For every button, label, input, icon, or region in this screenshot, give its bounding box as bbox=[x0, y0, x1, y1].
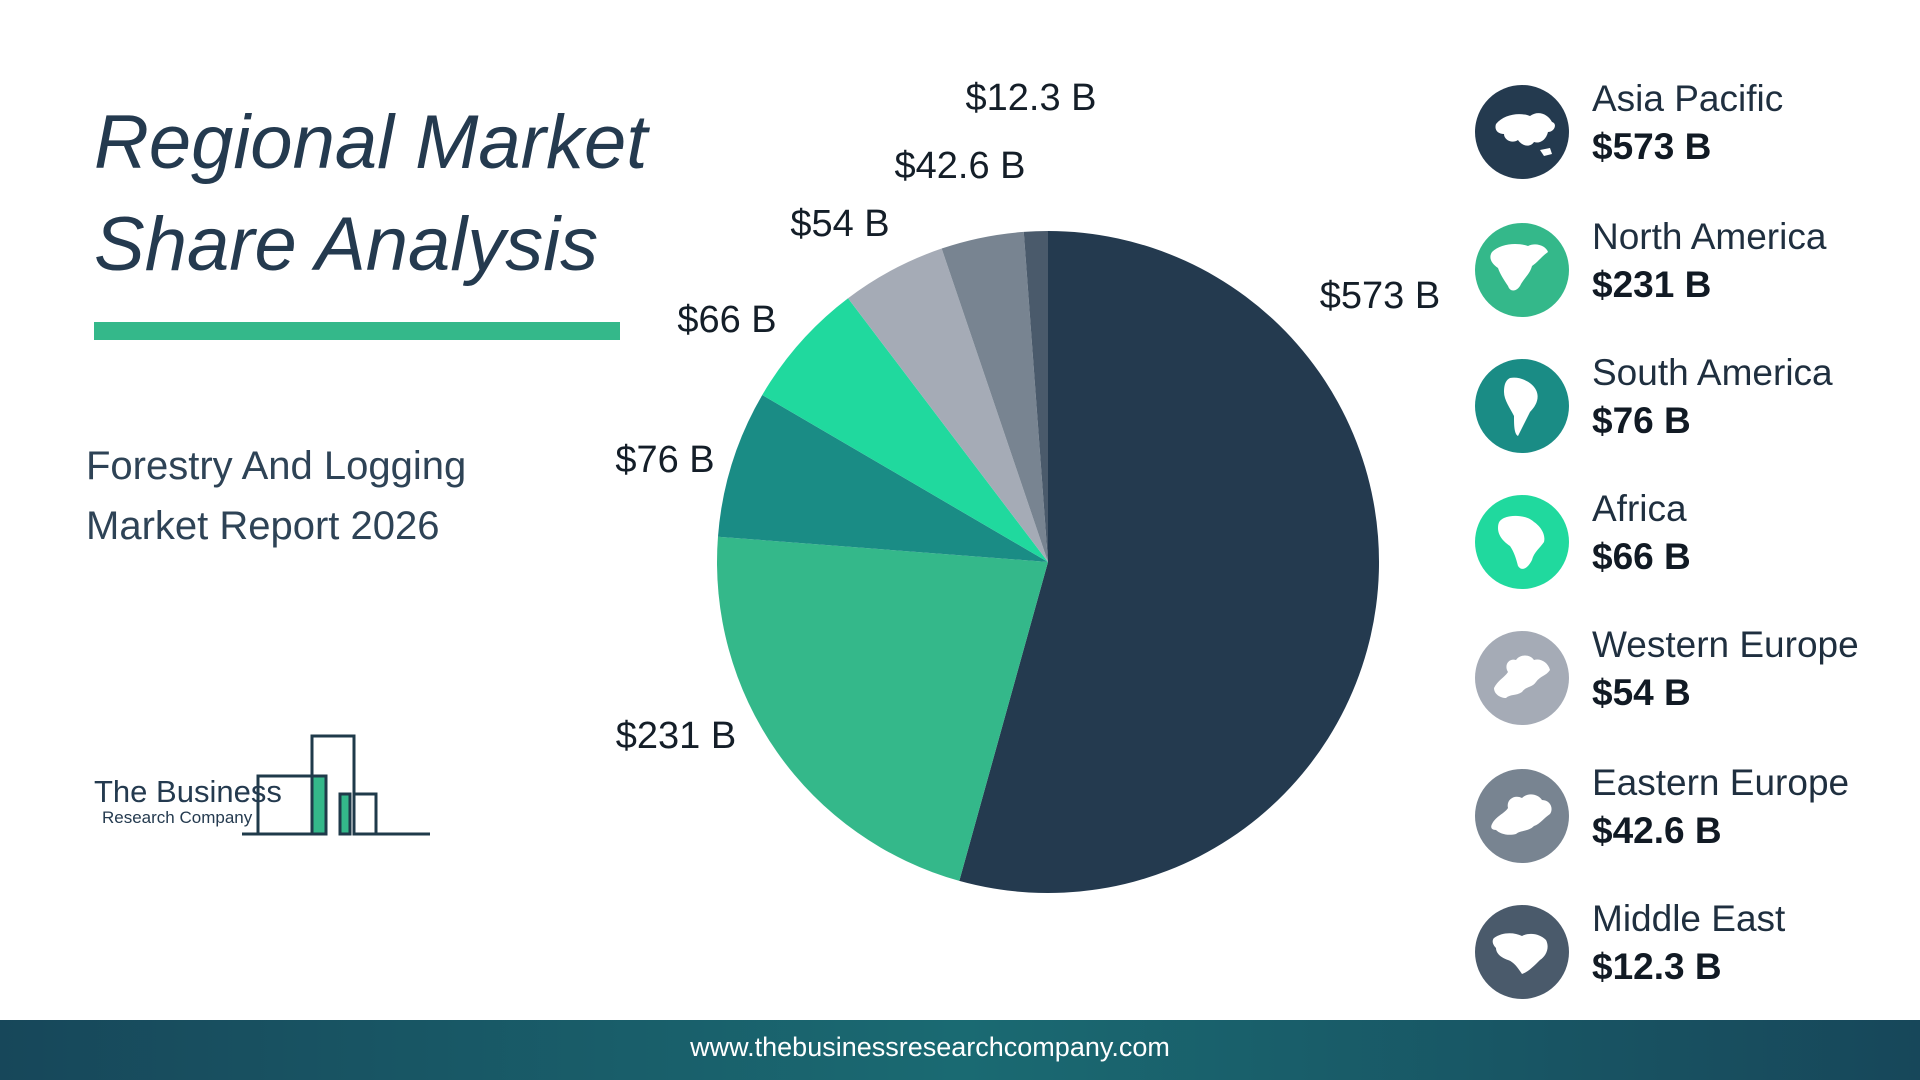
middle-east-map-icon bbox=[1475, 905, 1569, 999]
legend-item-eastern-europe: Eastern Europe $42.6 B bbox=[1474, 762, 1894, 864]
north-america-map-icon bbox=[1475, 223, 1569, 317]
pie-slices bbox=[717, 230, 1380, 893]
legend-region-value: $573 B bbox=[1592, 126, 1712, 167]
legend-item-asia-pacific: Asia Pacific $573 B bbox=[1474, 78, 1894, 180]
legend-item-western-europe: Western Europe $54 B bbox=[1474, 624, 1894, 726]
title-underline bbox=[94, 322, 620, 340]
logo-buildings-icon bbox=[242, 734, 430, 836]
legend-region-name: Asia Pacific bbox=[1592, 78, 1784, 119]
pie-slice-asia-pacific bbox=[959, 230, 1380, 893]
data-label-middle-east: $12.3 B bbox=[966, 77, 1097, 119]
footer-bar: www.thebusinessresearchcompany.com bbox=[0, 1020, 1920, 1080]
pie-slice-africa bbox=[762, 298, 1048, 562]
footer-url[interactable]: www.thebusinessresearchcompany.com bbox=[690, 1032, 1170, 1062]
legend-region-name: Africa bbox=[1592, 488, 1687, 529]
pie-slice-south-america bbox=[717, 394, 1048, 562]
pie-slice-north-america bbox=[717, 536, 1048, 881]
logo-text-line-2: Research Company bbox=[102, 808, 253, 827]
logo-text-line-1: The Business bbox=[94, 774, 282, 809]
data-label-south-america: $76 B bbox=[615, 439, 714, 481]
legend-region-name: Western Europe bbox=[1592, 624, 1859, 665]
title-line-1: Regional Market bbox=[94, 100, 648, 185]
pie-labels: $573 B $231 B $76 B $66 B $54 B$42.6 B $12.3 … bbox=[615, 77, 1440, 757]
pie-slice-middle-east bbox=[1023, 231, 1048, 562]
legend-item-africa: Africa $66 B bbox=[1474, 488, 1894, 590]
data-label-asia-pacific: $573 B bbox=[1320, 275, 1440, 317]
legend-region-value: $54 B bbox=[1592, 672, 1691, 713]
subtitle-line-2: Market Report 2026 bbox=[86, 504, 440, 548]
legend-region-value: $66 B bbox=[1592, 536, 1691, 577]
western-europe-map-icon bbox=[1475, 631, 1569, 725]
legend-region-value: $12.3 B bbox=[1592, 946, 1722, 987]
pie-slice-western-europe bbox=[848, 248, 1048, 563]
data-label-africa: $66 B bbox=[677, 299, 776, 341]
data-label-north-america: $231 B bbox=[616, 715, 736, 757]
legend-region-value: $76 B bbox=[1592, 400, 1691, 441]
asia-map-icon bbox=[1475, 85, 1569, 179]
legend-region-value: $231 B bbox=[1592, 264, 1712, 305]
pie-slice-eastern-europe bbox=[941, 231, 1048, 562]
legend-region-name: Middle East bbox=[1592, 898, 1786, 939]
africa-map-icon bbox=[1475, 495, 1569, 589]
data-label-western-europe: $54 B bbox=[790, 203, 889, 245]
page-title: Regional Market Share Analysis bbox=[94, 92, 654, 296]
report-subtitle: Forestry And Logging Market Report 2026 bbox=[86, 436, 566, 556]
data-label-eastern-europe: $42.6 B bbox=[895, 145, 1026, 187]
legend-region-name: South America bbox=[1592, 352, 1833, 393]
eastern-europe-map-icon bbox=[1475, 769, 1569, 863]
legend-item-south-america: South America $76 B bbox=[1474, 352, 1894, 454]
south-america-map-icon bbox=[1475, 359, 1569, 453]
company-logo: The Business Research Company bbox=[92, 732, 442, 840]
legend-item-middle-east: Middle East $12.3 B bbox=[1474, 898, 1894, 1000]
title-line-2: Share Analysis bbox=[94, 202, 599, 287]
legend-region-value: $42.6 B bbox=[1592, 810, 1722, 851]
subtitle-line-1: Forestry And Logging bbox=[86, 444, 467, 488]
legend-item-north-america: North America $231 B bbox=[1474, 216, 1894, 318]
pie-chart: $573 B $231 B $76 B $66 B $54 B$42.6 B $12.3 … bbox=[615, 77, 1440, 893]
legend-region-name: North America bbox=[1592, 216, 1827, 257]
legend-region-name: Eastern Europe bbox=[1592, 762, 1850, 803]
